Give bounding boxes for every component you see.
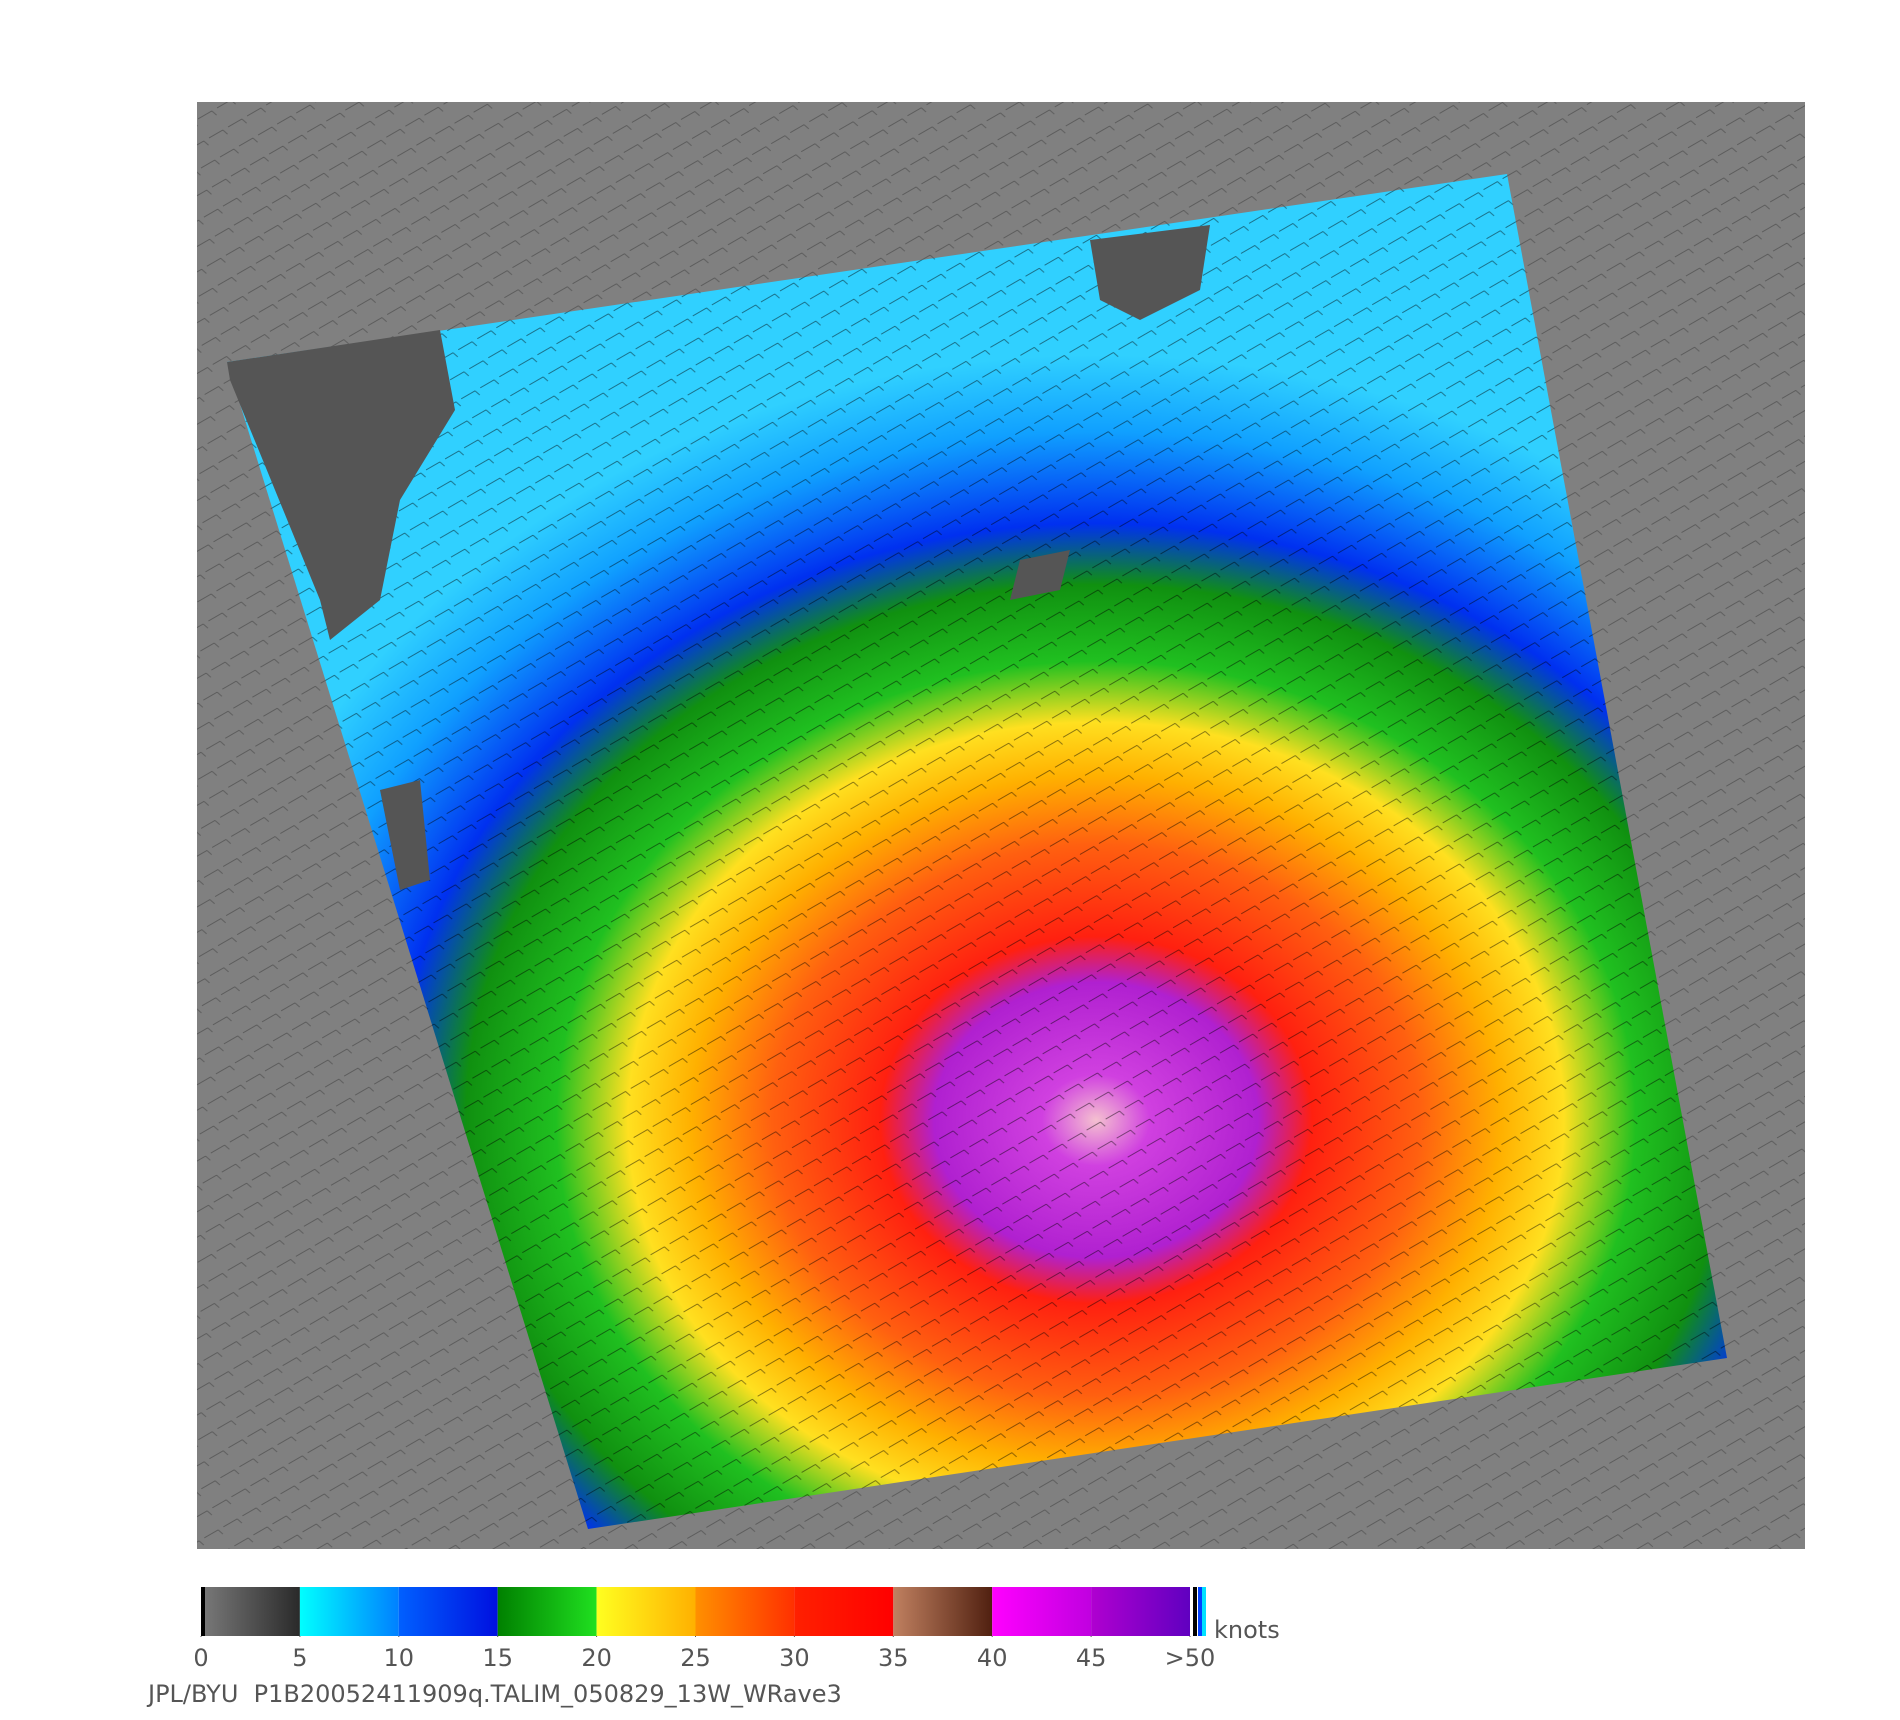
colorbar-segment	[695, 1587, 795, 1636]
colorbar-segment	[398, 1587, 498, 1636]
land	[1010, 550, 1070, 600]
tick-label: 30	[779, 1644, 810, 1672]
colorbar-segment	[1091, 1587, 1190, 1636]
unit-label: knots	[1214, 1616, 1280, 1644]
caption: JPL/BYU P1B20052411909q.TALIM_050829_13W…	[146, 1680, 842, 1708]
tick-label: 15	[482, 1644, 513, 1672]
land	[380, 780, 430, 890]
colorbar-over	[1193, 1587, 1197, 1636]
colorbar-segment	[299, 1587, 399, 1636]
colorbar-segment	[497, 1587, 597, 1636]
tick-label: 45	[1076, 1644, 1107, 1672]
colorbar: 0 5 10 15 20 25 30 35 40 45 >50	[193, 1587, 1215, 1672]
tick-label: 35	[878, 1644, 909, 1672]
colorbar-edge	[201, 1587, 205, 1636]
land	[1090, 225, 1210, 320]
colorbar-segment	[893, 1587, 993, 1636]
tick-label: >50	[1165, 1644, 1216, 1672]
tick-label: 20	[581, 1644, 612, 1672]
land	[227, 330, 455, 640]
swath-barbs	[227, 174, 1727, 1529]
tick-label: 10	[384, 1644, 415, 1672]
colorbar-segment	[596, 1587, 696, 1636]
tick-label: 0	[193, 1644, 208, 1672]
colorbar-segment	[992, 1587, 1092, 1636]
tick-label: 5	[292, 1644, 307, 1672]
colorbar-over	[1202, 1587, 1206, 1636]
tick-label: 25	[680, 1644, 711, 1672]
tick-label: 40	[977, 1644, 1008, 1672]
colorbar-over	[1198, 1587, 1202, 1636]
colorbar-segment	[201, 1587, 300, 1636]
colorbar-segment	[794, 1587, 894, 1636]
